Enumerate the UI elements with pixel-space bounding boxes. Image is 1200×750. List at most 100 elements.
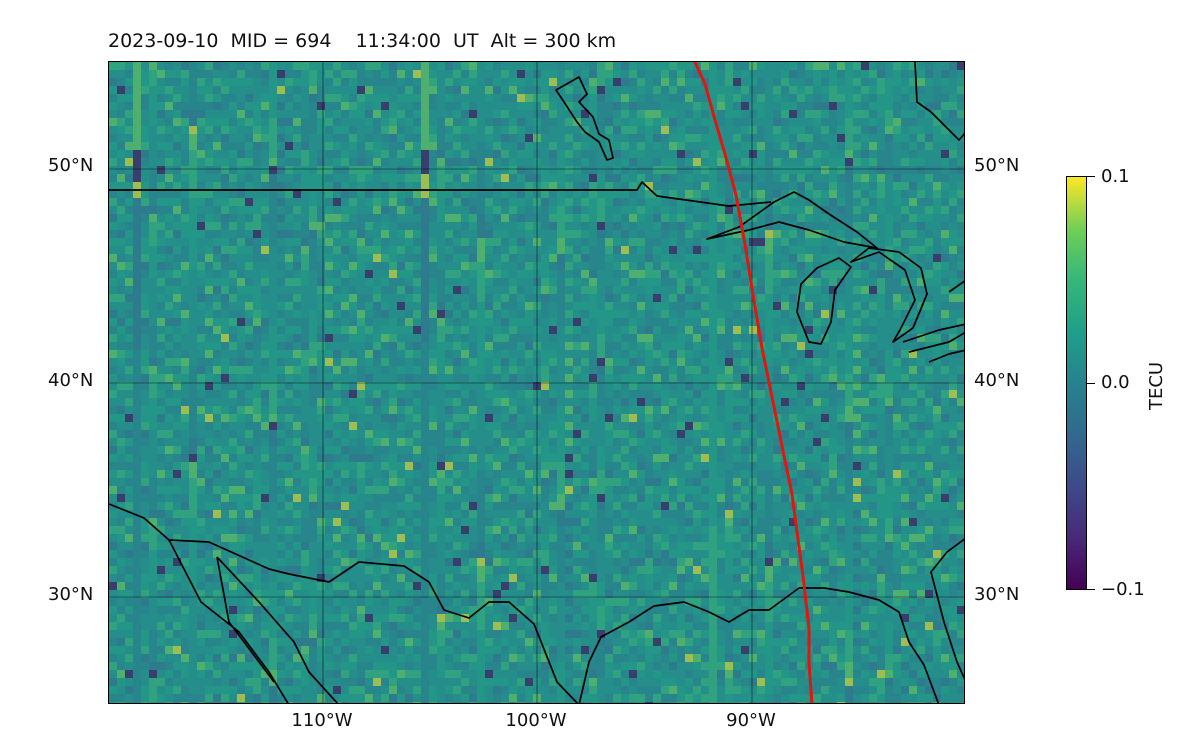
tec-cell [645,310,653,318]
tec-cell [757,134,765,142]
tec-cell [421,302,429,310]
tec-cell [773,254,781,262]
tec-cell [629,414,637,422]
tec-cell [181,198,189,206]
tec-cell [525,286,533,294]
tec-cell [885,70,893,78]
tec-cell [445,414,453,422]
tec-cell [421,294,429,302]
tec-cell [765,78,773,86]
tec-cell [197,318,205,326]
tec-cell [821,406,829,414]
tec-cell [325,278,333,286]
tec-cell [733,382,741,390]
tec-cell [253,78,261,86]
tec-cell [429,190,437,198]
tec-cell [693,182,701,190]
tec-cell [917,214,925,222]
tec-cell [141,70,149,78]
tec-cell [885,406,893,414]
tec-cell [293,198,301,206]
tec-cell [581,70,589,78]
tec-cell [333,102,341,110]
tec-cell [341,358,349,366]
tec-cell [901,406,909,414]
tec-cell [637,390,645,398]
tec-cell [261,262,269,270]
tec-cell [861,398,869,406]
tec-cell [461,246,469,254]
tec-cell [477,358,485,366]
tec-cell [461,198,469,206]
tec-cell [469,126,477,134]
tec-cell [661,126,669,134]
tec-cell [885,102,893,110]
tec-cell [653,366,661,374]
tec-cell [925,78,933,86]
tec-cell [261,222,269,230]
tec-cell [573,182,581,190]
tec-cell [237,150,245,158]
tec-cell [317,118,325,126]
tec-cell [453,278,461,286]
tec-cell [461,134,469,142]
tec-cell [141,190,149,198]
tec-cell [285,102,293,110]
tec-cell [237,342,245,350]
tec-cell [621,390,629,398]
tec-cell [269,286,277,294]
tec-cell [909,302,917,310]
tec-cell [805,254,813,262]
tec-cell [837,246,845,254]
tec-cell [653,86,661,94]
tec-cell [517,78,525,86]
tec-cell [901,358,909,366]
tec-cell [909,342,917,350]
tec-cell [581,382,589,390]
tec-cell [693,150,701,158]
tec-cell [669,422,677,430]
tec-cell [565,158,573,166]
tec-cell [261,374,269,382]
tec-cell [117,70,125,78]
tec-cell [773,270,781,278]
tec-cell [501,342,509,350]
tec-cell [301,270,309,278]
tec-cell [125,190,133,198]
tec-cell [629,422,637,430]
tec-cell [917,414,925,422]
tec-cell [933,118,941,126]
tec-cell [501,150,509,158]
tec-cell [549,406,557,414]
tec-cell [325,134,333,142]
tec-cell [341,326,349,334]
tec-cell [421,366,429,374]
tec-cell [741,342,749,350]
tec-cell [301,86,309,94]
tec-cell [429,182,437,190]
tec-cell [269,334,277,342]
tec-cell [637,278,645,286]
tec-cell [501,206,509,214]
tec-cell [133,334,141,342]
tec-cell [317,134,325,142]
tec-cell [117,174,125,182]
tec-cell [717,198,725,206]
tec-cell [269,230,277,238]
tec-cell [757,278,765,286]
tec-cell [757,158,765,166]
tec-cell [469,166,477,174]
tec-cell [501,70,509,78]
tec-cell [573,382,581,390]
tec-cell [789,286,797,294]
tec-cell [605,126,613,134]
tec-cell [669,350,677,358]
tec-cell [669,382,677,390]
tec-cell [677,102,685,110]
tec-cell [461,238,469,246]
tec-cell [549,230,557,238]
tec-cell [165,318,173,326]
tec-cell [941,198,949,206]
tec-cell [261,382,269,390]
tec-cell [621,86,629,94]
